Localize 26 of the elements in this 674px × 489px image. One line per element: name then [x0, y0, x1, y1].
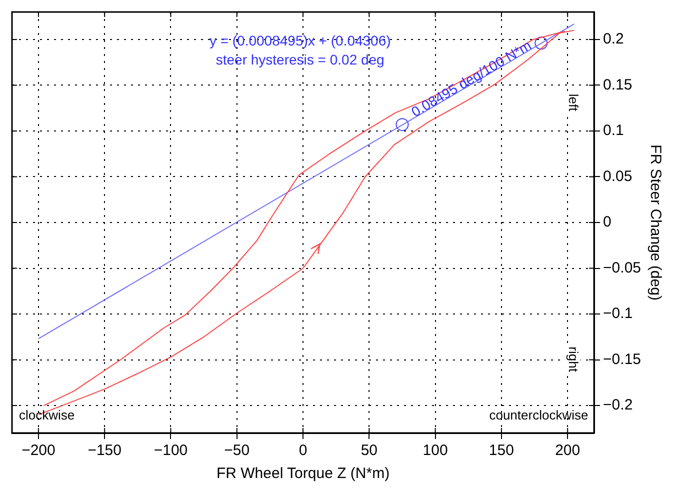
y-tick-label: 0.1 [603, 122, 624, 140]
x-axis-title: FR Wheel Torque Z (N*m) [216, 465, 390, 482]
annotation: clockwise [18, 408, 75, 423]
x-tick-label: 200 [555, 442, 580, 460]
x-tick-label: −200 [22, 442, 56, 460]
annotation: steer hysteresis = 0.02 deg [216, 51, 384, 68]
y-tick-label: −0.2 [603, 396, 633, 414]
y-tick-label: 0.2 [603, 30, 624, 48]
annotation: counterclockwise [489, 408, 588, 423]
x-tick-label: −150 [88, 442, 122, 460]
x-tick-label: −50 [224, 442, 250, 460]
annotation: y = (0.0008495)x + (0.04306) [209, 32, 391, 48]
y-tick-label: −0.05 [603, 259, 642, 276]
y-tick-label: −0.15 [603, 350, 642, 368]
x-tick-label: −100 [154, 442, 188, 460]
y-tick-label: 0.15 [603, 76, 632, 94]
x-tick-label: 100 [422, 442, 448, 460]
x-tick-label: 50 [360, 442, 378, 460]
y-tick-label: 0 [603, 214, 612, 231]
annotation: left [566, 94, 581, 112]
y-tick-label: −0.1 [603, 305, 633, 322]
annotation: right [566, 346, 581, 372]
x-tick-label: 0 [298, 442, 308, 460]
x-tick-label: 150 [488, 442, 514, 460]
y-axis-title: FR Steer Change (deg) [646, 144, 664, 300]
y-tick-label: 0.05 [603, 168, 632, 185]
